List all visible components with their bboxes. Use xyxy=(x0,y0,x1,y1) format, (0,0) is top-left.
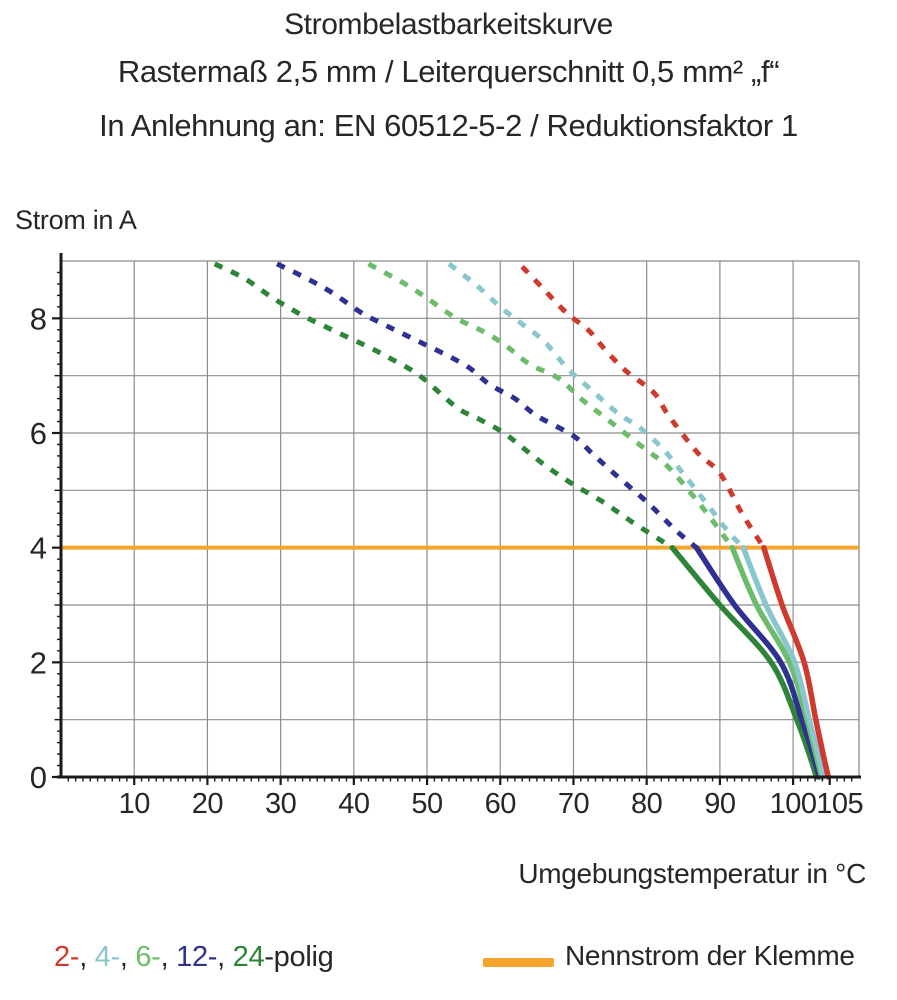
series-solid-2-polig xyxy=(761,544,832,780)
legend-pole-segment: 12- xyxy=(176,941,218,973)
series-dashed-24-polig xyxy=(213,261,674,550)
poles-legend: 2-, 4-, 6-, 12-, 24-polig xyxy=(54,941,334,974)
x-tick-label: 80 xyxy=(631,788,662,820)
y-tick-label: 4 xyxy=(30,531,47,566)
y-axis-title: Strom in A xyxy=(15,205,137,235)
x-axis-title: Umgebungstemperatur in °C xyxy=(518,858,866,889)
nominal-current-line-swatch xyxy=(483,958,554,967)
y-tick-label: 2 xyxy=(30,645,47,680)
y-tick-label: 6 xyxy=(30,416,47,451)
series-dashed-12-polig xyxy=(275,261,699,550)
x-tick-label: 50 xyxy=(411,788,442,820)
x-tick-label: 20 xyxy=(192,788,223,820)
series-solid-4-polig xyxy=(740,544,826,780)
legend-pole-segment: 24 xyxy=(232,941,265,973)
x-tick-label: 40 xyxy=(338,788,369,820)
chart-title-line-3: In Anlehnung an: EN 60512-5-2 / Reduktio… xyxy=(99,108,798,143)
series-solid-24-polig xyxy=(669,544,820,780)
x-tick-label: 100 xyxy=(770,788,817,820)
y-tick-label: 0 xyxy=(30,760,47,795)
legend-pole-segment: -polig xyxy=(264,941,334,973)
legend-pole-segment: , xyxy=(119,941,136,973)
chart-title-line-2: Rastermaß 2,5 mm / Leiterquerschnitt 0,5… xyxy=(117,54,780,89)
x-tick-label: 105 xyxy=(816,788,863,820)
legend-pole-segment: , xyxy=(160,941,177,973)
x-tick-label: 30 xyxy=(265,788,296,820)
x-tick-label: 10 xyxy=(119,788,150,820)
x-tick-label: 90 xyxy=(704,788,735,820)
series-solid-12-polig xyxy=(693,544,823,780)
y-tick-label: 8 xyxy=(30,301,47,336)
x-tick-label: 70 xyxy=(558,788,589,820)
series-dashed-4-polig xyxy=(447,261,746,550)
chart-title-line-1: Strombelastbarkeitskurve xyxy=(284,8,613,41)
legend-pole-segment: 4- xyxy=(94,941,120,973)
legend-pole-segment: , xyxy=(79,941,95,973)
legend-pole-segment: 6- xyxy=(135,941,161,973)
legend-pole-segment: 2- xyxy=(54,941,80,973)
series-dashed-6-polig xyxy=(367,261,735,550)
legend-pole-segment: , xyxy=(217,941,233,973)
series-dashed-2-polig xyxy=(520,264,766,550)
nominal-current-label: Nennstrom der Klemme xyxy=(565,940,855,971)
x-tick-label: 60 xyxy=(485,788,516,820)
